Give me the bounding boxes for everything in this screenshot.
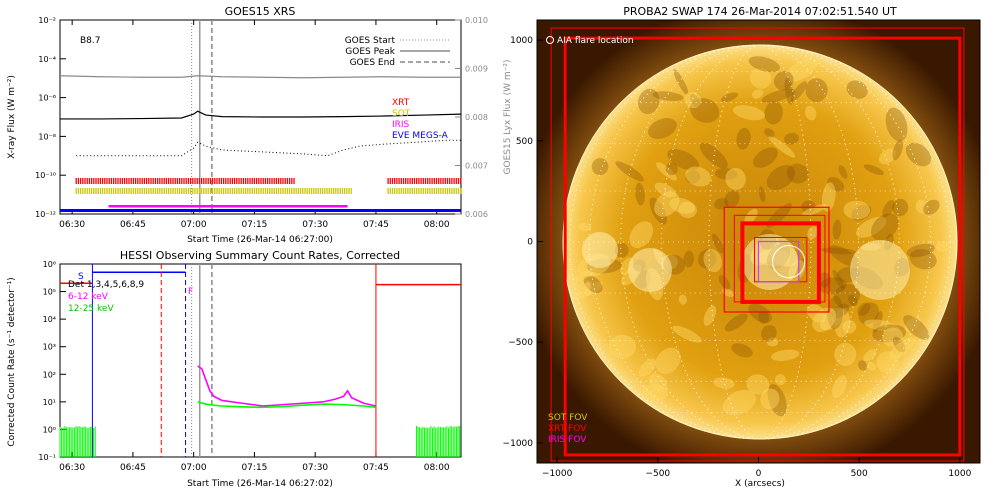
label-eve: EVE MEGS-A [392, 131, 449, 141]
hessi-y-tick-label: 10⁵ [43, 288, 56, 297]
label-sot-fov: SOT FOV [548, 413, 588, 423]
label-xrt-fov: XRT FOV [548, 424, 587, 434]
swap-x-tick-label: 0 [756, 469, 762, 479]
legend-12-25kev: 12-25 keV [68, 304, 114, 314]
hessi-series-6-12-keV [198, 366, 376, 406]
hessi-plot-frame [60, 264, 461, 457]
hessi-x-tick-label: 07:00 [181, 463, 207, 473]
hessi-x-tick-label: 07:30 [302, 463, 328, 473]
swap-y-tick-label: −500 [508, 338, 533, 348]
goes-title: GOES15 XRS [225, 5, 296, 18]
label-iris-fov: IRIS FOV [548, 435, 587, 445]
goes-y2-tick-label: 0.006 [465, 210, 488, 219]
hessi-x-label: Start Time (26-Mar-14 06:27:02) [187, 479, 333, 489]
goes-class-label: B8.7 [80, 36, 101, 46]
goes-y2-tick-label: 0.008 [465, 113, 488, 122]
hessi-x-tick-label: 07:15 [241, 463, 267, 473]
goes-series-line [76, 140, 461, 156]
goes-y2-tick-label: 0.007 [465, 162, 488, 171]
legend-goes-start: GOES Start [345, 36, 396, 46]
goes-x-label: Start Time (26-Mar-14 06:27:00) [187, 235, 333, 245]
goes-y2-axis: 0.006 0.007 0.008 0.009 0.010 [455, 16, 488, 219]
goes-y2-label: GOES15 Lyx Flux (W m⁻²) [503, 60, 513, 175]
hessi-y-label: Corrected Count Rate (s⁻¹ detector⁻¹) [7, 277, 17, 446]
hessi-panel: HESSI Observing Summary Count Rates, Cor… [7, 249, 461, 489]
goes-x-tick-label: 08:00 [424, 220, 450, 230]
label-iris: IRIS [392, 120, 410, 130]
annotation-f: F [188, 287, 193, 297]
hessi-plot-area [60, 264, 461, 457]
goes-y-tick-label: 10⁻⁴ [38, 55, 56, 64]
swap-y-tick-label: 0 [527, 238, 533, 248]
swap-panel: PROBA2 SWAP 174 26-Mar-2014 07:02:51.540… [503, 2, 1000, 489]
hessi-legend: Det 1,3,4,5,6,8,9 6-12 keV 12-25 keV S F [68, 272, 193, 314]
goes-iris-obs-bar [109, 205, 348, 208]
swap-y-tick-label: 1000 [510, 36, 533, 46]
goes-x-tick-label: 07:30 [302, 220, 328, 230]
hessi-y-tick-label: 10⁴ [43, 315, 56, 324]
instrument-labels: XRT SOT IRIS EVE MEGS-A [392, 98, 449, 141]
swap-y-tick-label: 500 [516, 137, 533, 147]
annotation-s: S [78, 272, 84, 282]
legend-6-12kev: 6-12 keV [68, 292, 109, 302]
swap-y-tick-label: −1000 [503, 439, 534, 449]
hessi-y-tick-label: 10⁰ [43, 425, 56, 434]
label-sot: SOT [392, 109, 411, 119]
hessi-y-tick-label: 10¹ [43, 398, 56, 407]
swap-x-tick-label: −500 [645, 469, 670, 479]
goes-x-tick-label: 07:45 [363, 220, 389, 230]
swap-x-tick-label: 1000 [948, 469, 971, 479]
hessi-x-tick-label: 07:45 [363, 463, 389, 473]
swap-x-tick-label: −1000 [542, 469, 573, 479]
goes-x-tick-label: 07:15 [241, 220, 267, 230]
active-region [628, 248, 672, 292]
hessi-title: HESSI Observing Summary Count Rates, Cor… [120, 249, 400, 262]
swap-x-label: X (arcsecs) [735, 479, 785, 489]
active-region [582, 232, 618, 268]
goes-y-axis: 10⁻¹² 10⁻¹⁰ 10⁻⁸ 10⁻⁶ 10⁻⁴ 10⁻² [35, 16, 66, 219]
goes-y-tick-label: 10⁻⁶ [38, 94, 56, 103]
goes-y2-tick-label: 0.009 [465, 65, 488, 74]
hessi-y-tick-label: 10⁻¹ [38, 453, 56, 462]
goes-y-tick-label: 10⁻¹² [35, 210, 56, 219]
goes-y-tick-label: 10⁻² [38, 16, 56, 25]
goes-y-label: X-ray Flux (W m⁻²) [7, 75, 17, 159]
hessi-x-axis: 06:30 06:45 07:00 07:15 07:30 07:45 08:00 [59, 452, 450, 473]
goes-x-tick-label: 07:00 [181, 220, 207, 230]
goes-y-tick-label: 10⁻⁸ [38, 132, 56, 141]
goes-x-tick-label: 06:45 [120, 220, 146, 230]
legend-goes-peak: GOES Peak [345, 47, 395, 57]
hessi-y-tick-label: 10⁶ [43, 260, 56, 269]
goes-series-line [60, 76, 461, 78]
goes-x-tick-label: 06:30 [59, 220, 85, 230]
label-xrt: XRT [392, 98, 410, 108]
hessi-x-tick-label: 06:30 [59, 463, 85, 473]
hessi-y-tick-label: 10² [43, 370, 56, 379]
hessi-x-tick-label: 06:45 [120, 463, 146, 473]
goes-y2-tick-label: 0.010 [465, 16, 488, 25]
hessi-y-tick-label: 10³ [43, 343, 56, 352]
swap-title: PROBA2 SWAP 174 26-Mar-2014 07:02:51.540… [623, 5, 897, 18]
flare-location-label: AIA flare location [557, 36, 634, 46]
active-region [850, 240, 910, 300]
swap-x-tick-label: 500 [851, 469, 868, 479]
goes-eve-obs-bar [60, 209, 461, 212]
hessi-x-tick-label: 08:00 [424, 463, 450, 473]
goes-panel: GOES15 XRS B8.7 06:30 06:45 07:00 07:15 07:3… [7, 5, 513, 245]
goes-legend: GOES Start GOES Peak GOES End [345, 36, 450, 68]
legend-goes-end: GOES End [350, 58, 395, 68]
goes-y-tick-label: 10⁻¹⁰ [35, 171, 56, 180]
